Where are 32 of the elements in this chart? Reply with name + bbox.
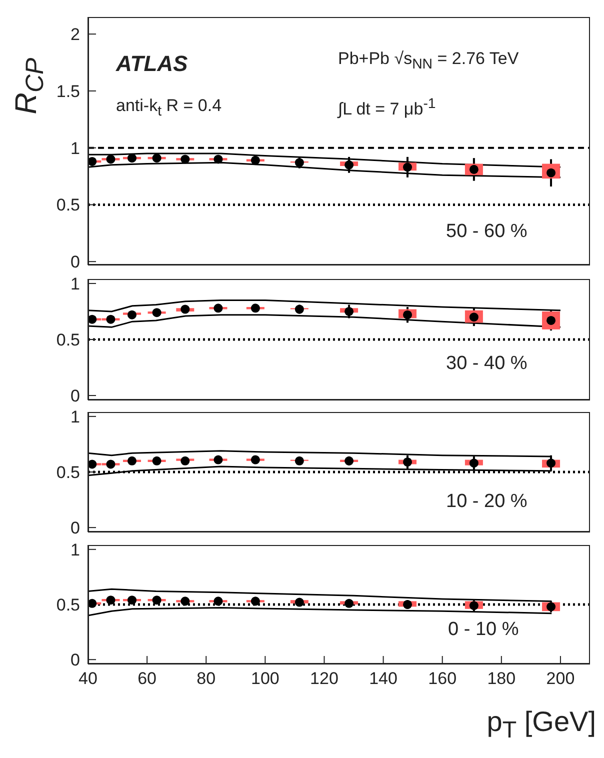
annotation: Pb+Pb √s$_{NN}$ = 2.76 TeV bbox=[338, 49, 519, 72]
annotation: ATLAS bbox=[116, 51, 188, 77]
x-tick-label: 160 bbox=[428, 669, 457, 688]
annotation: 50 - 60 % bbox=[446, 221, 528, 243]
y-tick-label: 0 bbox=[70, 650, 80, 670]
y-tick-label: 1 bbox=[70, 138, 80, 158]
annotation: anti-k$_{t}$ R = 0.4 bbox=[116, 96, 222, 120]
y-tick-label: 0 bbox=[70, 386, 80, 406]
y-tick-label: 1 bbox=[70, 540, 80, 560]
x-axis-title: p$_{T}$ [GeV] bbox=[486, 706, 596, 744]
x-tick-label: 40 bbox=[78, 669, 98, 688]
annotation: 30 - 40 % bbox=[446, 353, 528, 375]
x-tick-label: 180 bbox=[487, 669, 516, 688]
x-tick-label: 200 bbox=[546, 669, 575, 688]
y-tick-label: 0.5 bbox=[56, 196, 80, 215]
y-tick-label: 2 bbox=[70, 25, 80, 44]
annotation: 0 - 10 % bbox=[448, 619, 519, 641]
y-tick-label: 1 bbox=[70, 274, 80, 294]
x-tick-label: 80 bbox=[196, 669, 216, 688]
x-tick-label: 100 bbox=[250, 669, 280, 688]
y-tick-label: 1.5 bbox=[56, 82, 80, 101]
annotation: ∫L dt = 7 μb$^{-1}$ bbox=[338, 96, 436, 120]
annotation: 10 - 20 % bbox=[446, 491, 528, 513]
x-tick-label: 140 bbox=[369, 669, 398, 688]
y-tick-label: 1 bbox=[70, 407, 80, 426]
x-tick-label: 120 bbox=[310, 669, 338, 688]
y-tick-label: 0 bbox=[70, 252, 80, 272]
y-tick-label: 0.5 bbox=[56, 463, 80, 482]
x-tick-label: 60 bbox=[138, 669, 157, 688]
y-tick-label: 0.5 bbox=[56, 330, 80, 350]
y-tick-label: 0.5 bbox=[56, 596, 80, 615]
y-tick-label: 0 bbox=[70, 518, 80, 538]
